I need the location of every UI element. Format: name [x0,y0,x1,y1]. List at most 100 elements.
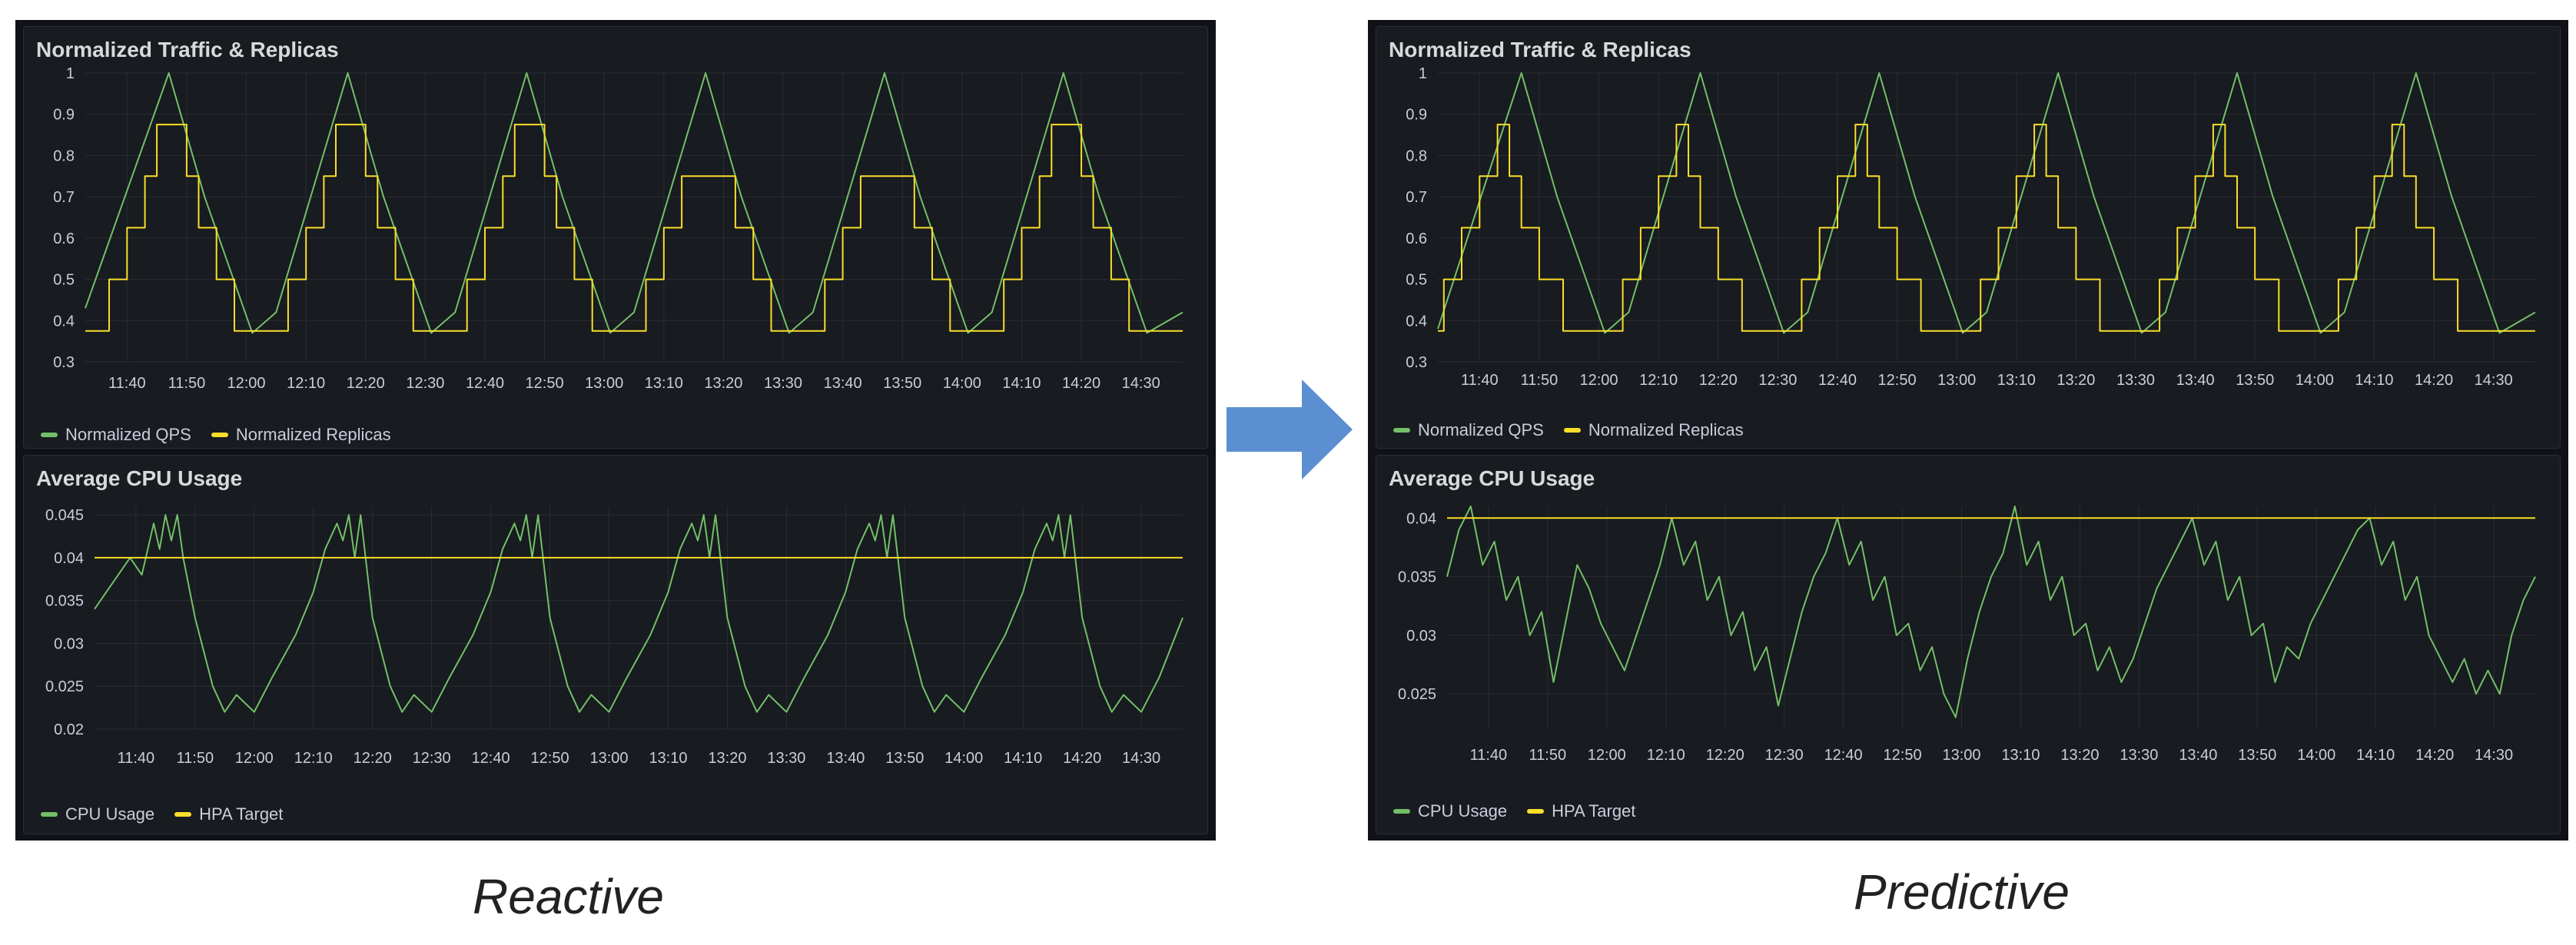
x-tick-label: 12:00 [227,375,266,392]
predictive-dashboard: Normalized Traffic & Replicas 0.3 0.4 0.5 0… [1368,20,2568,841]
y-tick-label: 0.04 [54,550,84,567]
x-tick-label: 13:50 [2238,747,2276,764]
series-line-normalized-qps [85,72,1183,334]
legend-label: CPU Usage [1418,801,1508,821]
y-tick-label: 0.4 [53,313,75,330]
y-tick-label: 0.3 [53,354,75,371]
x-tick-label: 12:10 [1647,747,1685,764]
legend-item-replicas[interactable]: Normalized Replicas [1563,420,1744,440]
x-tick-label: 14:20 [1063,750,1101,767]
x-tick-label: 13:20 [2060,747,2099,764]
x-tick-label: 13:40 [826,750,865,767]
x-tick-label: 13:50 [885,750,924,767]
x-tick-label: 14:30 [1122,750,1160,767]
legend-swatch [1393,809,1410,814]
x-tick-label: 14:30 [2475,747,2513,764]
cpu-chart: 0.02 0.025 0.03 0.035 0.04 0.045 11:40 11:50 12:… [45,506,1183,767]
y-tick-label: 0.8 [1406,148,1427,164]
legend-swatch [1527,809,1545,814]
x-tick-label: 14:10 [2355,372,2393,389]
x-tick-label: 12:50 [1878,372,1917,389]
x-tick-label: 14:00 [2295,372,2334,389]
x-tick-label: 14:10 [2356,747,2395,764]
x-tick-label: 12:40 [1818,372,1857,389]
legend-swatch [1563,428,1581,433]
x-tick-label: 12:10 [1639,372,1678,389]
panel-title: Average CPU Usage [36,466,243,490]
x-tick-label: 12:50 [526,375,564,392]
legend-item-cpu[interactable]: CPU Usage [1393,801,1507,821]
x-tick-label: 14:20 [2415,372,2453,389]
legend-item-target[interactable]: HPA Target [174,804,283,824]
x-tick-label: 14:00 [944,750,983,767]
x-tick-label: 12:50 [1884,747,1922,764]
y-tick-label: 0.045 [45,507,84,524]
y-tick-label: 0.035 [45,593,84,610]
x-tick-label: 11:50 [1521,372,1559,389]
x-tick-label: 13:10 [2001,747,2040,764]
series-line-normalized-qps [1437,72,2536,334]
x-tick-label: 13:10 [1997,372,2036,389]
y-tick-label: 1 [1419,65,1427,82]
y-tick-label: 0.025 [45,678,84,695]
x-tick-label: 14:30 [1122,375,1160,392]
legend-label: Normalized QPS [65,425,191,444]
x-tick-label: 14:10 [1002,375,1041,392]
legend-item-qps[interactable]: Normalized QPS [41,425,191,445]
y-tick-label: 0.8 [53,148,75,164]
x-tick-label: 13:50 [883,375,921,392]
y-tick-label: 0.5 [53,272,75,289]
x-tick-label: 12:30 [413,750,451,767]
x-tick-label: 11:50 [177,750,214,767]
y-tick-label: 0.7 [1406,189,1427,206]
legend-item-replicas[interactable]: Normalized Replicas [211,425,391,445]
y-tick-label: 0.9 [53,107,75,124]
x-tick-label: 13:10 [645,375,683,392]
x-tick-label: 11:50 [1529,747,1567,764]
x-tick-label: 11:40 [1470,747,1508,764]
y-tick-label: 0.6 [1406,230,1427,247]
arrow-right-icon [1227,380,1353,479]
x-tick-label: 13:40 [824,375,862,392]
x-tick-label: 14:00 [943,375,981,392]
panel-title: Normalized Traffic & Replicas [1389,38,1691,61]
legend-label: HPA Target [199,804,284,824]
y-tick-label: 0.03 [54,635,84,652]
x-tick-label: 13:00 [585,375,623,392]
legend-label: CPU Usage [65,804,155,824]
y-tick-label: 1 [66,65,75,82]
cpu-panel: Average CPU Usage 0.02 0.025 0.03 0.035 0.04… [23,455,1208,834]
cpu-chart: 0.025 0.03 0.035 0.04 11:40 11:50 12:00 12:10 12… [1398,506,2536,764]
x-tick-label: 12:10 [294,750,333,767]
legend-item-qps[interactable]: Normalized QPS [1393,420,1544,440]
series-line-cpu-usage [94,514,1183,713]
x-tick-label: 12:50 [531,750,569,767]
x-tick-label: 11:40 [1461,372,1499,389]
legend-label: Normalized Replicas [235,425,391,444]
legend-label: Normalized QPS [1418,420,1544,439]
x-tick-label: 14:20 [1062,375,1100,392]
legend-swatch [41,433,58,437]
caption-predictive: Predictive [1854,864,2070,920]
x-tick-label: 12:30 [1758,372,1797,389]
x-tick-label: 12:40 [472,750,510,767]
x-tick-label: 14:20 [2415,747,2454,764]
x-tick-label: 12:20 [1699,372,1738,389]
x-tick-label: 13:30 [764,375,802,392]
x-tick-label: 12:10 [287,375,325,392]
x-tick-label: 12:30 [1765,747,1804,764]
x-tick-label: 12:40 [466,375,504,392]
y-tick-label: 0.3 [1406,354,1427,371]
x-tick-label: 12:00 [1580,372,1618,389]
x-tick-label: 12:20 [1706,747,1744,764]
x-tick-label: 13:00 [589,750,628,767]
legend-item-target[interactable]: HPA Target [1527,801,1635,821]
y-tick-label: 0.7 [53,189,75,206]
x-tick-label: 13:20 [708,750,746,767]
traffic-chart: 0.3 0.4 0.5 0.6 0.7 0.8 0.9 1 11:40 11:50 12:00 12:… [1406,65,2536,389]
x-tick-label: 12:00 [1588,747,1626,764]
legend-item-cpu[interactable]: CPU Usage [41,804,154,824]
x-tick-label: 12:40 [1824,747,1863,764]
traffic-panel: Normalized Traffic & Replicas 0.3 0.4 0.5 0… [23,26,1208,449]
x-tick-label: 13:50 [2236,372,2274,389]
